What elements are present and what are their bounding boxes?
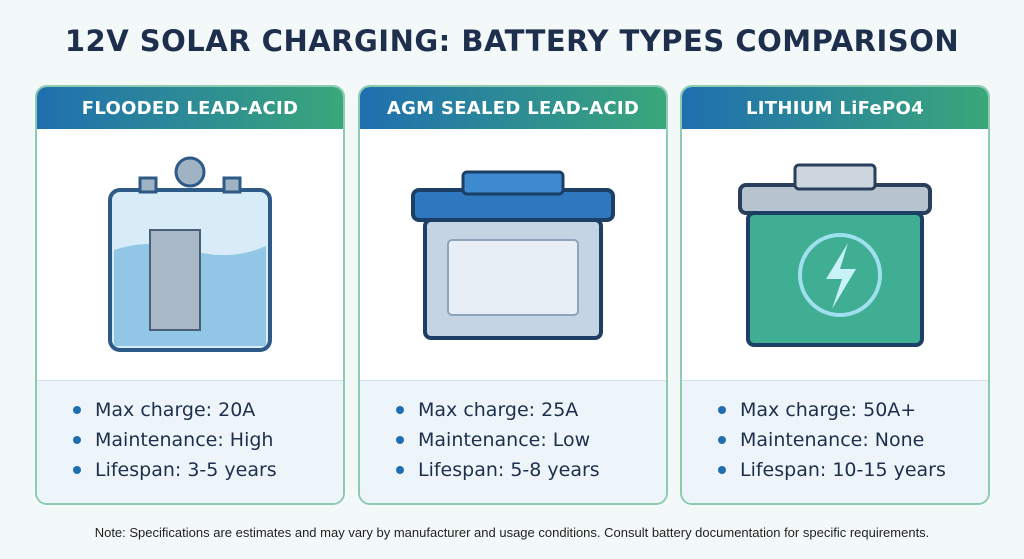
spec-list: Max charge: 25A Maintenance: Low Lifespa…	[360, 381, 666, 503]
flooded-battery-icon	[37, 129, 343, 381]
card-header: LITHIUM LiFePO4	[682, 87, 988, 129]
spec-item: Lifespan: 10-15 years	[718, 455, 988, 485]
spec-item: Maintenance: High	[73, 425, 343, 455]
card-header: FLOODED LEAD-ACID	[37, 87, 343, 129]
bullet-icon	[73, 436, 81, 444]
spec-max-charge: Max charge: 25A	[418, 399, 579, 421]
spec-maintenance: Maintenance: High	[95, 429, 274, 451]
spec-item: Lifespan: 5-8 years	[396, 455, 666, 485]
bullet-icon	[396, 466, 404, 474]
card-agm-sealed-lead-acid: AGM SEALED LEAD-ACID Max charge: 25A Mai…	[358, 85, 668, 505]
bullet-icon	[718, 466, 726, 474]
spec-item: Lifespan: 3-5 years	[73, 455, 343, 485]
spec-item: Max charge: 25A	[396, 395, 666, 425]
card-flooded-lead-acid: FLOODED LEAD-ACID Max charge: 20A Mainte…	[35, 85, 345, 505]
card-header: AGM SEALED LEAD-ACID	[360, 87, 666, 129]
spec-max-charge: Max charge: 20A	[95, 399, 256, 421]
spec-lifespan: Lifespan: 5-8 years	[418, 459, 600, 481]
lithium-battery-icon	[682, 129, 988, 381]
bullet-icon	[718, 406, 726, 414]
bullet-icon	[73, 466, 81, 474]
spec-item: Max charge: 50A+	[718, 395, 988, 425]
spec-list: Max charge: 50A+ Maintenance: None Lifes…	[682, 381, 988, 503]
spec-maintenance: Maintenance: Low	[418, 429, 591, 451]
spec-item: Maintenance: Low	[396, 425, 666, 455]
card-lithium-lifepo4: LITHIUM LiFePO4 Max charge: 50A+ Mainten…	[680, 85, 990, 505]
spec-item: Maintenance: None	[718, 425, 988, 455]
bullet-icon	[396, 406, 404, 414]
spec-item: Max charge: 20A	[73, 395, 343, 425]
page-title: 12V SOLAR CHARGING: BATTERY TYPES COMPAR…	[64, 24, 960, 58]
bullet-icon	[73, 406, 81, 414]
spec-lifespan: Lifespan: 3-5 years	[95, 459, 277, 481]
spec-list: Max charge: 20A Maintenance: High Lifesp…	[37, 381, 343, 503]
spec-lifespan: Lifespan: 10-15 years	[740, 459, 946, 481]
bullet-icon	[718, 436, 726, 444]
spec-maintenance: Maintenance: None	[740, 429, 925, 451]
spec-max-charge: Max charge: 50A+	[740, 399, 917, 421]
bullet-icon	[396, 436, 404, 444]
footnote: Note: Specifications are estimates and m…	[94, 525, 930, 540]
agm-battery-icon	[360, 129, 666, 381]
